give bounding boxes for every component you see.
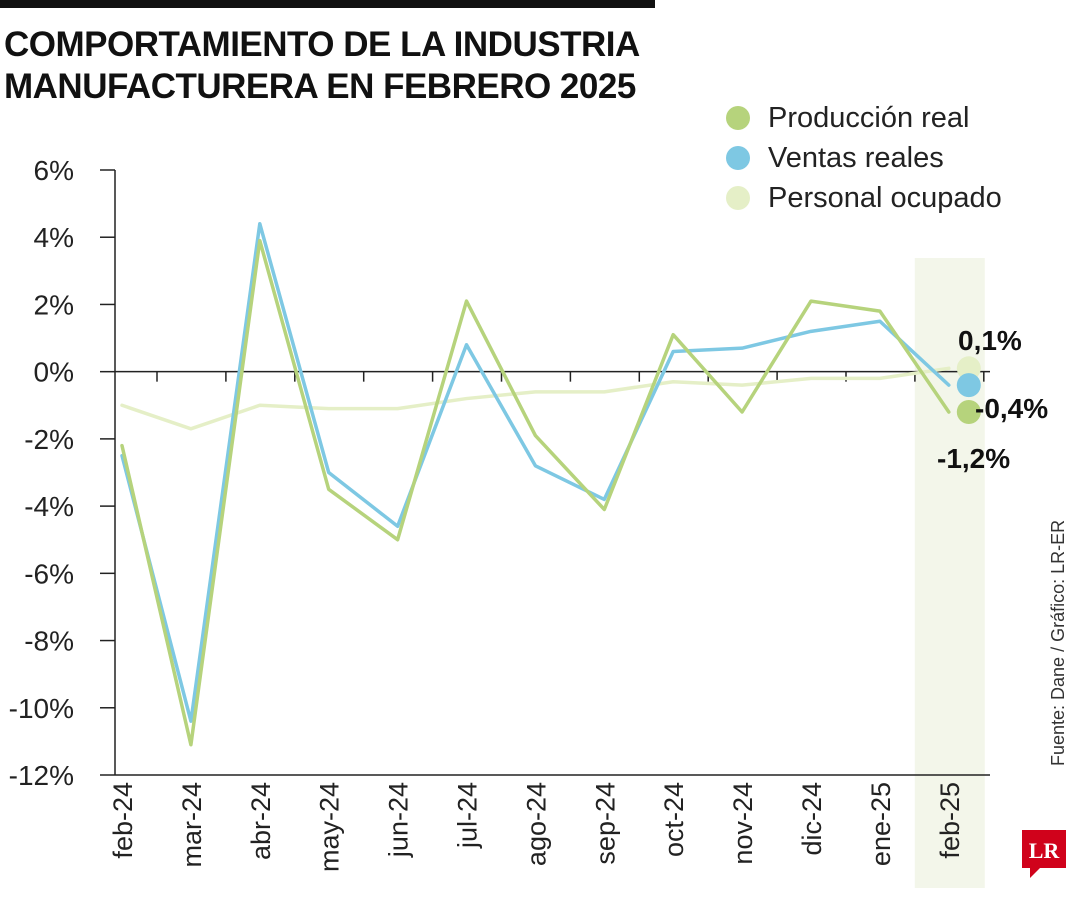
end-marker-producción-real <box>956 400 981 424</box>
legend-dot-produccion-real <box>726 106 750 130</box>
y-tick-label: 2% <box>34 289 74 320</box>
x-tick-label-nov-24: nov-24 <box>728 782 758 865</box>
legend-label-ventas-reales: Ventas reales <box>768 141 944 174</box>
legend-item-produccion-real: Producción real <box>726 98 1002 138</box>
axis-layer: 6% 4% 2% 0% -2% -4% -6% -8% -10% -12% feb-24 mar-24… <box>9 155 990 872</box>
x-tick-label-jun-24: jun-24 <box>384 782 414 858</box>
x-tick-label-ene-25: ene-25 <box>866 782 896 866</box>
lr-logo-shape <box>1022 830 1066 878</box>
legend-dot-personal-ocupado <box>726 186 750 210</box>
y-tick-label: -6% <box>24 558 74 589</box>
lr-logo-text: LR <box>1029 838 1061 863</box>
end-label-ventas-reales: -0,4% <box>975 393 1048 424</box>
chart-title-line-2: MANUFACTURERA EN FEBRERO 2025 <box>4 67 636 106</box>
x-tick-label-mar-24: mar-24 <box>177 782 207 868</box>
x-tick-label-abr-24: abr-24 <box>246 782 276 860</box>
legend-label-personal-ocupado: Personal ocupado <box>768 181 1002 214</box>
chart-title: COMPORTAMIENTO DE LA INDUSTRIA MANUFACTU… <box>4 24 640 108</box>
x-tick-label-may-24: may-24 <box>315 782 345 872</box>
end-marker-ventas-reales <box>956 373 981 398</box>
y-tick-label: 6% <box>34 155 74 186</box>
y-tick-label: -10% <box>9 693 74 724</box>
y-tick-label: -2% <box>24 424 74 455</box>
y-tick-label: -8% <box>24 626 74 657</box>
x-tick-label-ago-24: ago-24 <box>521 782 551 866</box>
label-layer: 0,1% -0,4% -1,2% <box>937 325 1048 474</box>
series-line-ventas-reales <box>120 222 951 723</box>
y-tick-label: -12% <box>9 760 74 791</box>
legend-item-personal-ocupado: Personal ocupado <box>726 178 1002 218</box>
x-tick-label-dic-24: dic-24 <box>797 782 827 856</box>
y-tick-label: 0% <box>34 357 74 388</box>
series-line-producción-real <box>120 238 951 747</box>
top-rule <box>0 0 655 8</box>
legend-label-produccion-real: Producción real <box>768 101 970 134</box>
x-tick-label-feb-25: feb-25 <box>935 782 965 859</box>
legend-item-ventas-reales: Ventas reales <box>726 138 1002 178</box>
end-marker-personal-ocupado <box>956 356 981 381</box>
legend: Producción real Ventas reales Personal o… <box>726 98 1002 218</box>
x-tick-label-sep-24: sep-24 <box>590 782 620 865</box>
y-tick-label: -4% <box>24 491 74 522</box>
x-tick-label-oct-24: oct-24 <box>659 782 689 857</box>
end-label-personal-ocupado: 0,1% <box>958 325 1022 356</box>
series-layer <box>120 222 981 747</box>
legend-dot-ventas-reales <box>726 146 750 170</box>
series-line-personal-ocupado <box>120 366 951 431</box>
y-tick-label: 4% <box>34 222 74 253</box>
source-credit: Fuente: Dane / Gráfico: LR-ER <box>1048 520 1068 767</box>
x-tick-label-jul-24: jul-24 <box>453 782 483 849</box>
x-tick-label-feb-24: feb-24 <box>108 782 138 859</box>
lr-logo: LR <box>1022 830 1066 878</box>
end-label-producción-real: -1,2% <box>937 443 1010 474</box>
chart-title-line-1: COMPORTAMIENTO DE LA INDUSTRIA <box>4 25 640 64</box>
